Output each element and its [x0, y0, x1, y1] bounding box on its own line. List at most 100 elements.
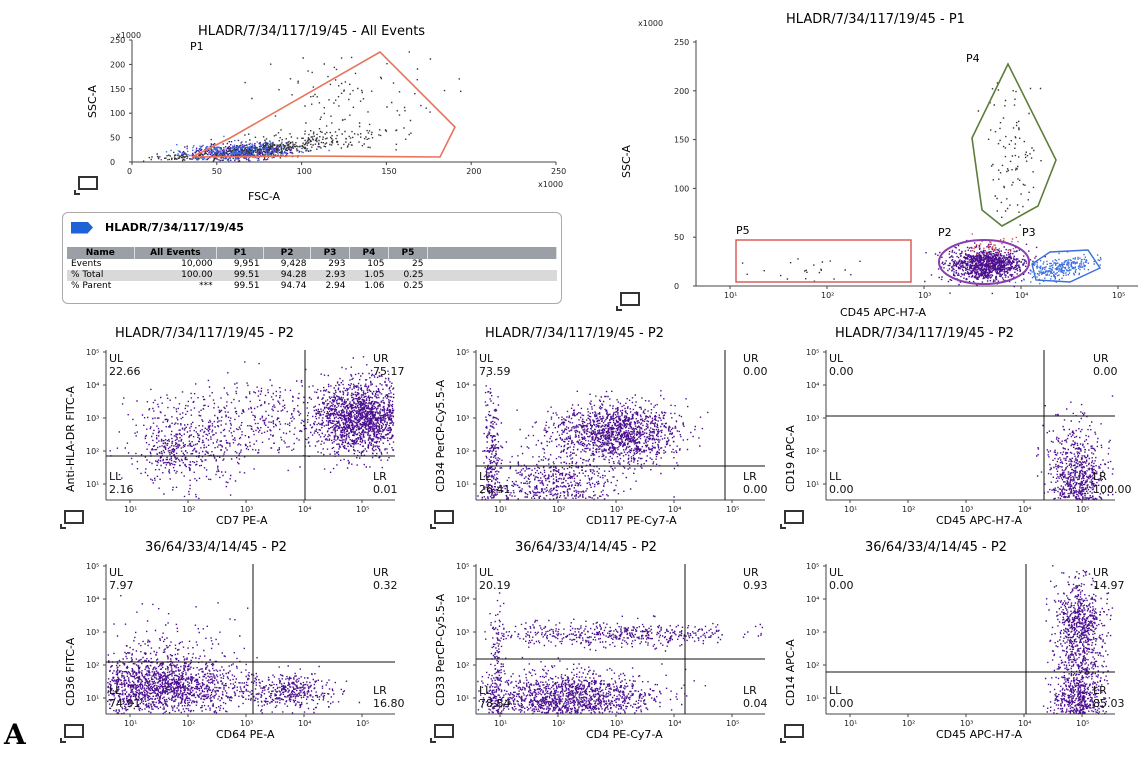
x-tick-label: 10⁵	[356, 505, 369, 514]
y-axis-label: Anti-HLA-DR FITC-A	[64, 386, 77, 492]
quadrant-value-ll: 74.91	[109, 697, 141, 710]
y-axis-label: CD34 PerCP-Cy5.5-A	[434, 379, 447, 492]
events-cluster-blue	[158, 135, 330, 162]
stats-table: Name All Events P1 P2 P3 P4 P5 Events 10…	[67, 247, 557, 292]
cell: 94.74	[280, 281, 307, 291]
events-p3	[1014, 250, 1102, 285]
quadrant-label-ur: UR	[1093, 566, 1109, 579]
quadrant-value-ll: 0.00	[829, 697, 854, 710]
quadrant-label-lr: LR	[1093, 684, 1107, 697]
x-axis-label: CD64 PE-A	[216, 728, 275, 741]
y-tick-label: 100	[674, 184, 689, 193]
stats-header: HLADR/7/34/117/19/45	[71, 221, 244, 234]
y-tick-label: 200	[110, 60, 125, 69]
quadrant-value-ll: 26.41	[479, 483, 511, 496]
quadrant-label-lr: LR	[743, 470, 757, 483]
events-scatter	[1036, 395, 1114, 501]
y-axis-label: SSC-A	[86, 85, 99, 118]
events-p5	[741, 258, 861, 282]
plot-p2-title: HLADR/7/34/117/19/45 - P1	[786, 12, 965, 27]
y-tick-label: 10⁴	[806, 381, 819, 390]
cell	[427, 270, 557, 281]
x-tick-label: 10²	[552, 719, 565, 728]
x-tick-label: 10⁴	[668, 505, 681, 514]
y-tick-label: 10⁵	[86, 562, 99, 571]
quadrant-plot-q4: 10¹ 10² 10³ 10⁴ 10⁵ 10¹ 10² 10³ 10⁴ 10⁵ UL 7.97 UR 0.…	[60, 556, 405, 766]
plot-cd45-ssc-canvas: x1000 CD45 APC-H7-A SSC-A P4 P5 P2 P3 0 5…	[620, 19, 1138, 319]
zoom-button[interactable]	[780, 724, 804, 743]
x-tick-label: 150	[381, 167, 396, 176]
y-tick-label: 10²	[456, 447, 469, 456]
zoom-button[interactable]	[60, 510, 84, 529]
gate-label-p5: P5	[736, 224, 750, 237]
y-tick-label: 10²	[86, 661, 99, 670]
cell: 99.51	[216, 270, 264, 281]
x-tick-label: 10³	[918, 291, 931, 300]
y-tick-label: 10³	[86, 628, 99, 637]
x-tick-label: 10⁴	[1015, 291, 1028, 300]
y-tick-label: 200	[674, 87, 689, 96]
y-tick-label: 10⁴	[86, 381, 99, 390]
x-tick-label: 10²	[821, 291, 834, 300]
zoom-button[interactable]	[780, 510, 804, 529]
quadrant-canvas: 10¹ 10² 10³ 10⁴ 10⁵ 10¹ 10² 10³ 10⁴ 10⁵ UL7.97 UR0.…	[64, 562, 405, 741]
y-tick-label: 0	[674, 282, 679, 291]
quadrant-value-ul: 22.66	[109, 365, 141, 378]
x-tick-label: 10⁴	[1018, 505, 1031, 514]
x-tick-label: 10⁵	[1076, 505, 1089, 514]
quadrant-plot-q3: 10¹ 10² 10³ 10⁴ 10⁵ 10¹ 10² 10³ 10⁴ 10⁵ UL 0.00 UR 0.…	[780, 342, 1132, 552]
x-tick-label: 0	[127, 167, 132, 176]
plot-p1-title: HLADR/7/34/117/19/45 - All Events	[198, 24, 426, 39]
x-tick-label: 10¹	[494, 719, 507, 728]
y-tick-label: 10⁴	[456, 381, 469, 390]
quadrant-plot-q2: 10¹ 10² 10³ 10⁴ 10⁵ 10¹ 10² 10³ 10⁴ 10⁵ UL 73.59 UR 0…	[430, 342, 770, 552]
quadrant-label-lr: LR	[743, 684, 757, 697]
q6-title: 36/64/33/4/14/45 - P2	[865, 540, 1007, 555]
quadrant-label-ll: LL	[829, 684, 842, 697]
y-tick-label: 10³	[456, 628, 469, 637]
events-scatter	[477, 592, 764, 715]
zoom-button[interactable]	[430, 724, 454, 743]
x-tick-label: 10¹	[124, 719, 137, 728]
quadrant-label-ul: UL	[479, 566, 494, 579]
x-tick-label: 10²	[552, 505, 565, 514]
x-axis-label: CD45 APC-H7-A	[936, 514, 1022, 527]
events-scatter	[109, 356, 395, 500]
cell: 1.06	[364, 281, 385, 291]
quadrant-label-ll: LL	[109, 470, 122, 483]
zoom-button[interactable]	[430, 510, 454, 529]
y-multiplier: x1000	[638, 19, 663, 28]
x-tick-label: 10²	[182, 719, 195, 728]
quadrant-plot-q5: 10¹ 10² 10³ 10⁴ 10⁵ 10¹ 10² 10³ 10⁴ 10⁵ UL 20.19 UR 0…	[430, 556, 770, 766]
quadrant-plot-q1: 10¹ 10² 10³ 10⁴ 10⁵ 10¹ 10² 10³ 10⁴ 10⁵ UL 22.66 UR 7…	[60, 342, 405, 552]
arrow-flag-icon	[71, 221, 93, 234]
table-row: % Parent *** 99.51 94.74 2.94 1.06 0.25	[67, 281, 557, 292]
y-tick-label: 10³	[806, 628, 819, 637]
cell: 9,951	[233, 259, 260, 269]
y-tick-label: 10³	[456, 414, 469, 423]
zoom-button[interactable]	[616, 292, 640, 311]
cell: 0.25	[403, 281, 424, 291]
x-tick-label: 10¹	[844, 719, 857, 728]
cell: Events	[71, 259, 102, 269]
col-name: Name	[67, 247, 135, 259]
quadrant-label-ul: UL	[109, 566, 124, 579]
col-p4: P4	[349, 247, 389, 259]
quadrant-value-ur: 0.93	[743, 579, 768, 592]
y-tick-label: 10¹	[86, 480, 99, 489]
col-p3: P3	[310, 247, 350, 259]
zoom-button[interactable]	[74, 176, 98, 195]
x-axis-label: FSC-A	[248, 190, 281, 203]
gate-label-p2: P2	[938, 226, 952, 239]
x-axis-label: CD45 APC-H7-A	[840, 306, 926, 319]
quadrant-value-ul: 73.59	[479, 365, 511, 378]
x-tick-label: 100	[297, 167, 312, 176]
x-tick-label: 10⁵	[726, 505, 739, 514]
quadrant-value-ll: 0.00	[829, 483, 854, 496]
quadrant-label-ul: UL	[479, 352, 494, 365]
quadrant-value-lr: 85.03	[1093, 697, 1125, 710]
zoom-button[interactable]	[60, 724, 84, 743]
cell: 9,428	[280, 259, 307, 269]
quadrant-label-ur: UR	[743, 566, 759, 579]
